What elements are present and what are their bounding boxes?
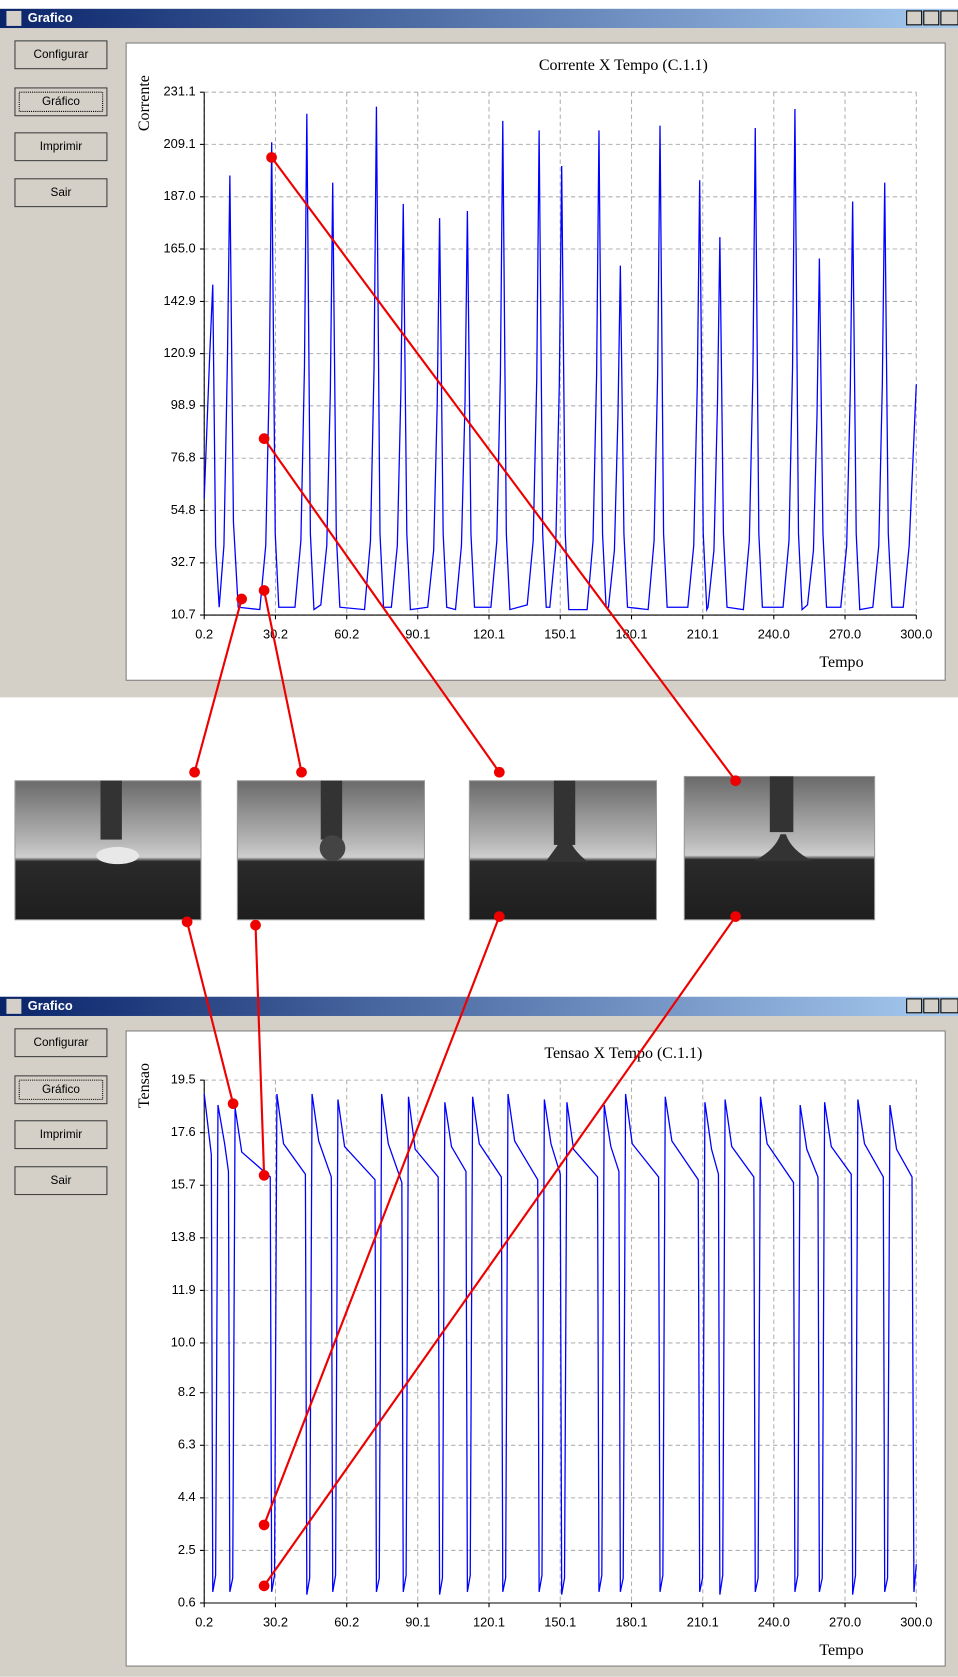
app-icon (6, 11, 21, 26)
y-tick-label: 76.8 (171, 450, 196, 465)
annotation-dot (189, 767, 200, 778)
y-tick-label: 165.0 (164, 240, 196, 255)
x-tick-label: 90.1 (405, 627, 430, 642)
button-label[interactable]: Sair (50, 1174, 71, 1187)
y-tick-label: 6.3 (178, 1437, 196, 1452)
annotation-dot (730, 775, 741, 786)
x-tick-label: 300.0 (900, 627, 932, 642)
button-label[interactable]: Imprimir (40, 140, 83, 153)
close-button[interactable] (941, 999, 958, 1013)
y-axis-label: Corrente (136, 75, 153, 131)
chart-panel (126, 43, 945, 680)
annotation-dot (494, 767, 505, 778)
y-tick-label: 142.9 (164, 293, 196, 308)
title-bar (0, 9, 958, 28)
y-tick-label: 11.9 (172, 1282, 196, 1297)
x-axis-label: Tempo (819, 654, 863, 671)
x-tick-label: 180.1 (615, 1615, 647, 1630)
x-tick-label: 0.2 (195, 1615, 213, 1630)
x-tick-label: 60.2 (334, 627, 359, 642)
y-tick-label: 98.9 (171, 397, 196, 412)
electrode (554, 781, 575, 845)
button-label[interactable]: Gráfico (42, 1083, 80, 1096)
chart-title: Corrente X Tempo (C.1.1) (539, 57, 708, 74)
window-title: Grafico (28, 10, 73, 25)
y-tick-label: 54.8 (171, 502, 196, 517)
maximize-button[interactable] (924, 999, 939, 1013)
x-tick-label: 240.0 (758, 627, 790, 642)
x-tick-label: 270.0 (829, 1615, 861, 1630)
y-tick-label: 19.5 (171, 1072, 196, 1087)
screenshot: Grafico Grafico 10.732.754.876.898.9120. (0, 0, 958, 1677)
x-tick-label: 240.0 (758, 1615, 790, 1630)
x-tick-label: 210.1 (687, 1615, 719, 1630)
y-tick-label: 2.5 (178, 1542, 196, 1557)
annotation-dot (182, 917, 193, 928)
x-axis-label: Tempo (819, 1642, 863, 1659)
y-tick-label: 4.4 (178, 1489, 196, 1504)
annotation-dot (228, 1098, 239, 1109)
x-tick-label: 120.1 (473, 1615, 505, 1630)
annotation-dot (259, 1581, 270, 1592)
arc-glow (96, 847, 139, 864)
window-title: Grafico (28, 998, 73, 1013)
x-tick-label: 210.1 (687, 627, 719, 642)
annotation-dot (730, 911, 741, 922)
annotation-dot (259, 1520, 270, 1531)
minimize-button[interactable] (907, 11, 922, 25)
annotation-dot (494, 911, 505, 922)
button-label[interactable]: Configurar (34, 1036, 89, 1049)
photo (15, 781, 201, 920)
y-tick-label: 17.6 (171, 1124, 196, 1139)
y-tick-label: 0.6 (178, 1594, 196, 1609)
electrode (101, 781, 122, 840)
x-tick-label: 270.0 (829, 627, 861, 642)
title-bar (0, 997, 958, 1016)
annotation-dot (259, 433, 270, 444)
y-tick-label: 8.2 (178, 1384, 196, 1399)
photo (469, 781, 656, 920)
annotation-dot (259, 585, 270, 596)
annotation-dot (236, 594, 247, 605)
x-tick-label: 150.1 (544, 627, 576, 642)
electrode (770, 776, 794, 832)
button-label[interactable]: Imprimir (40, 1128, 83, 1141)
y-tick-label: 15.7 (171, 1177, 196, 1192)
droplet (320, 835, 346, 861)
y-tick-label: 13.8 (171, 1229, 196, 1244)
button-label[interactable]: Sair (50, 186, 71, 199)
annotation-dot (266, 152, 277, 163)
x-tick-label: 60.2 (334, 1615, 359, 1630)
app-icon (6, 999, 21, 1014)
photo (684, 776, 874, 919)
x-tick-label: 120.1 (473, 627, 505, 642)
x-tick-label: 90.1 (405, 1615, 430, 1630)
y-tick-label: 187.0 (164, 188, 196, 203)
annotation-dot (250, 920, 261, 931)
x-tick-label: 30.2 (263, 627, 288, 642)
maximize-button[interactable] (924, 11, 939, 25)
y-tick-label: 120.9 (164, 345, 196, 360)
close-button[interactable] (941, 11, 958, 25)
photo (237, 781, 424, 920)
electrode (321, 781, 342, 840)
y-tick-label: 231.1 (164, 84, 196, 99)
y-tick-label: 32.7 (171, 554, 196, 569)
annotation-dot (259, 1170, 270, 1181)
button-label[interactable]: Gráfico (42, 95, 80, 108)
x-tick-label: 150.1 (544, 1615, 576, 1630)
x-tick-label: 30.2 (263, 1615, 288, 1630)
y-tick-label: 10.7 (171, 606, 196, 621)
x-tick-label: 300.0 (900, 1615, 932, 1630)
y-tick-label: 209.1 (164, 136, 196, 151)
minimize-button[interactable] (907, 999, 922, 1013)
button-label[interactable]: Configurar (34, 48, 89, 61)
y-axis-label: Tensao (136, 1063, 153, 1108)
annotation-dot (296, 767, 307, 778)
y-tick-label: 10.0 (171, 1334, 196, 1349)
chart-title: Tensao X Tempo (C.1.1) (544, 1045, 702, 1062)
x-tick-label: 0.2 (195, 627, 213, 642)
